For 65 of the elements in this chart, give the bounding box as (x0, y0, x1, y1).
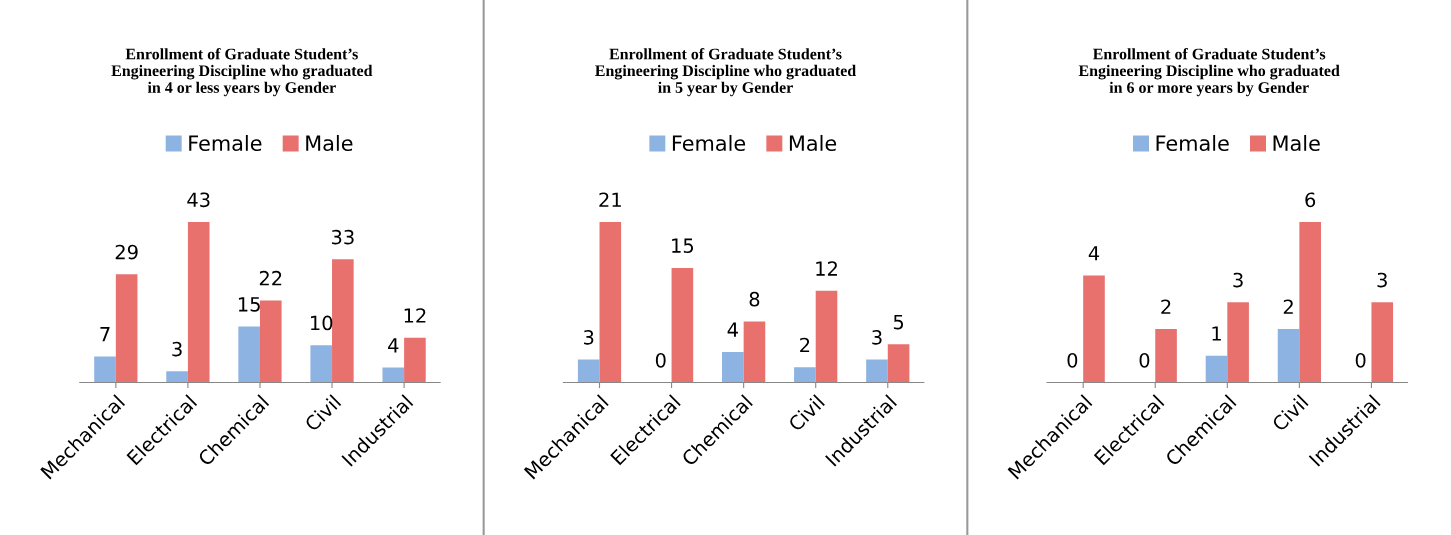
data-label: 12 (816, 261, 837, 276)
bar (238, 326, 260, 383)
data-label: 0 (1355, 352, 1366, 368)
data-label: 10 (310, 315, 333, 331)
data-label: 4 (1088, 246, 1100, 261)
data-label: 6 (1305, 192, 1316, 208)
bar (1277, 329, 1300, 383)
data-label: 3 (583, 330, 594, 345)
data-label: 3 (172, 341, 182, 357)
data-label: 1 (1212, 326, 1221, 341)
bar (671, 267, 694, 383)
chart-title: Enrollment of Graduate Student’s Engineering Discipline who graduated in 4 or less years by Gender (111, 47, 373, 97)
data-label: 12 (404, 308, 426, 323)
data-label: 2 (1161, 299, 1171, 314)
bar (1227, 302, 1249, 383)
bar (187, 222, 210, 383)
data-label: 0 (1139, 352, 1150, 368)
legend-label: Male (306, 134, 353, 152)
bar (1371, 302, 1394, 383)
data-label: 7 (100, 327, 110, 342)
bar (115, 274, 138, 383)
bar (332, 259, 354, 383)
bar (1155, 329, 1177, 383)
data-label: 2 (800, 337, 810, 353)
data-label: 3 (1377, 272, 1387, 288)
bar (1299, 222, 1321, 383)
data-label: 8 (749, 291, 760, 307)
bar (743, 321, 766, 383)
data-label: 21 (599, 192, 621, 207)
bar (722, 351, 744, 383)
bar (599, 222, 622, 383)
bar (310, 345, 333, 383)
data-label: 4 (388, 338, 399, 353)
legend-label: Female (672, 134, 746, 152)
data-label: 0 (1067, 352, 1078, 368)
data-label: 22 (259, 270, 282, 286)
legend-label: Female (189, 134, 262, 152)
bar (1083, 275, 1105, 383)
legend-label: Male (1273, 134, 1320, 152)
bar (577, 359, 600, 383)
bar (166, 371, 188, 383)
data-label: 29 (115, 244, 138, 260)
data-label: 15 (672, 238, 694, 253)
bar (887, 344, 910, 383)
data-label: 3 (1233, 272, 1243, 288)
bar (794, 367, 816, 383)
bar (404, 337, 426, 383)
data-label: 2 (1283, 299, 1293, 314)
data-label: 5 (893, 314, 904, 330)
bar (1205, 355, 1228, 383)
bar (259, 300, 282, 383)
bar (382, 367, 405, 383)
data-label: 33 (331, 229, 354, 245)
data-label: 0 (655, 352, 666, 368)
bar (94, 356, 116, 383)
legend-label: Male (789, 134, 837, 152)
data-label: 4 (727, 322, 738, 337)
data-label: 3 (872, 330, 882, 345)
chart-title: Enrollment of Graduate Student’s Engineering Discipline who graduated in 6 or more years by Gender (1078, 47, 1340, 97)
bar (815, 290, 838, 383)
legend-label: Female (1156, 134, 1229, 152)
bar (866, 359, 888, 383)
chart-title: Enrollment of Graduate Student’s Engineering Discipline who graduated in 5 year by Gender (595, 47, 856, 97)
data-label: 15 (238, 297, 260, 312)
data-label: 43 (187, 192, 210, 208)
